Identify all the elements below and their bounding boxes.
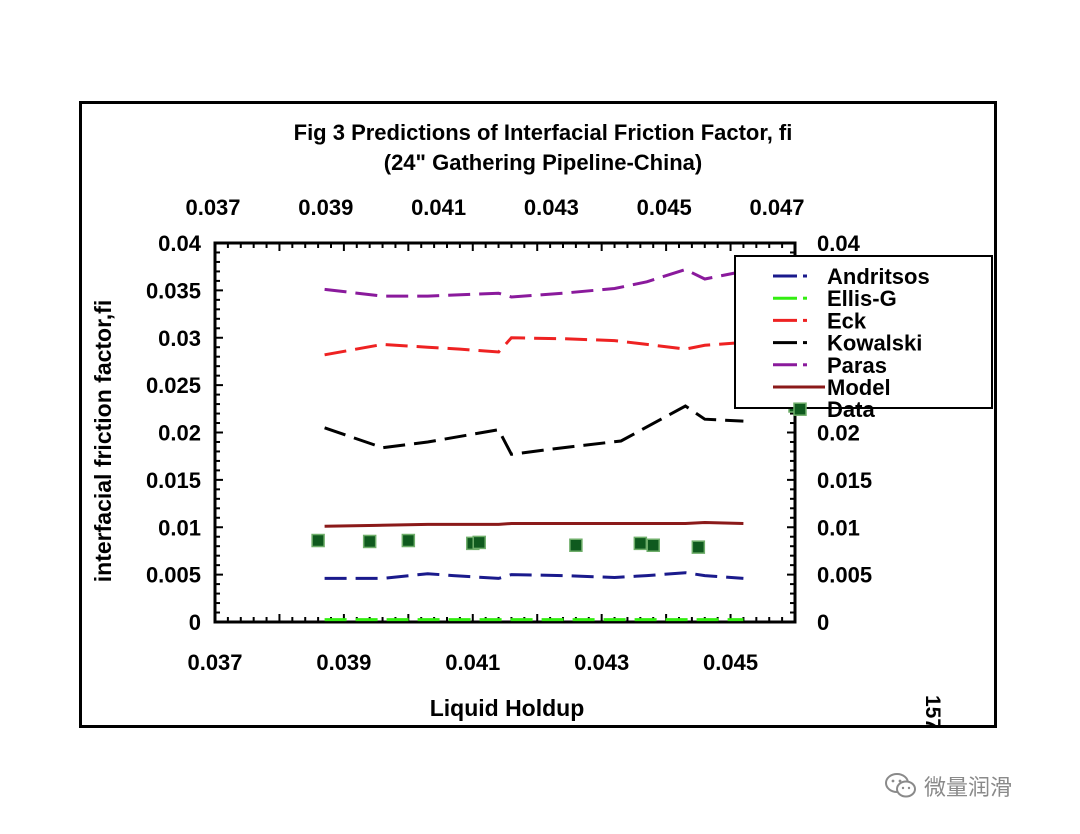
y-tick-label: 0.03 <box>158 326 201 351</box>
top-tick-label: 0.045 <box>637 195 692 220</box>
wechat-icon <box>885 773 916 798</box>
top-tick-label: 0.047 <box>749 195 804 220</box>
x-tick-label: 0.043 <box>574 650 629 675</box>
y-tick-label: 0 <box>189 610 201 635</box>
legend-label-data: Data <box>827 397 875 422</box>
model-line <box>324 520 744 528</box>
data-point <box>362 534 377 549</box>
y-tick-label: 0.01 <box>158 515 201 540</box>
legend-swatch-data <box>793 402 807 416</box>
data-point <box>472 535 486 550</box>
right-tick-label: 0 <box>817 610 829 635</box>
legend-box <box>734 255 993 409</box>
kowalski-line <box>324 404 744 456</box>
x-tick-label: 0.041 <box>445 650 500 675</box>
data-point <box>646 538 660 553</box>
y-axis-label: interfacial friction factor,fi <box>90 300 116 582</box>
x-tick-label: 0.045 <box>703 650 758 675</box>
right-tick-label: 0.005 <box>817 563 872 588</box>
plot-frame <box>213 241 797 624</box>
data-point <box>633 536 648 551</box>
y-tick-label: 0.005 <box>146 563 201 588</box>
top-axis-tick-labels: 0.037 0.039 0.041 0.043 0.045 0.047 <box>185 195 804 220</box>
right-tick-label: 0.01 <box>817 515 860 540</box>
data-point <box>311 533 325 548</box>
y-tick-label: 0.015 <box>146 468 201 493</box>
y-tick-label: 0.02 <box>158 421 201 446</box>
top-tick-label: 0.043 <box>524 195 579 220</box>
legend-label-model: Model <box>827 375 891 400</box>
andritsos-line <box>324 571 744 580</box>
friction-factor-chart: Fig 3 Predictions of Interfacial Frictio… <box>90 120 993 725</box>
figure-frame: Fig 3 Predictions of Interfacial Frictio… <box>79 101 997 728</box>
data-point <box>401 533 416 548</box>
watermark: 微量润滑 <box>884 770 1012 802</box>
right-tick-label: 0.015 <box>817 468 872 493</box>
watermark-text: 微量润滑 <box>924 776 1013 801</box>
top-tick-label: 0.041 <box>411 195 466 220</box>
legend-label-ellis-g: Ellis-G <box>827 286 897 311</box>
legend-label-paras: Paras <box>827 353 887 378</box>
legend-label-andritsos: Andritsos <box>827 264 930 289</box>
y-tick-label: 0.035 <box>146 278 201 303</box>
x-tick-label: 0.039 <box>316 650 371 675</box>
data-point <box>691 540 706 554</box>
series-layer <box>311 267 802 622</box>
chart-subtitle: (24" Gathering Pipeline-China) <box>384 150 702 175</box>
paras-line <box>324 267 744 299</box>
right-tick-label: 0.02 <box>817 421 860 446</box>
top-tick-label: 0.039 <box>298 195 353 220</box>
chart-title: Fig 3 Predictions of Interfacial Frictio… <box>294 120 793 145</box>
x-axis-tick-labels: 0.037 0.039 0.041 0.043 0.045 <box>187 650 758 675</box>
eck-line <box>324 336 744 357</box>
y-axis-tick-labels: 0 0.005 0.01 0.015 0.02 0.025 0.03 0.035 0.04 <box>146 231 202 635</box>
x-tick-label: 0.037 <box>187 650 242 675</box>
y-tick-label: 0.025 <box>146 373 201 398</box>
legend-label-kowalski: Kowalski <box>827 331 922 356</box>
legend-label-eck: Eck <box>827 308 867 333</box>
plot-area <box>213 241 797 624</box>
page-number: 157 <box>921 695 944 725</box>
right-tick-label: 0.04 <box>817 231 861 256</box>
y-tick-label: 0.04 <box>158 231 202 256</box>
x-axis-label: Liquid Holdup <box>430 695 585 721</box>
data-point <box>569 538 583 553</box>
top-tick-label: 0.037 <box>185 195 240 220</box>
